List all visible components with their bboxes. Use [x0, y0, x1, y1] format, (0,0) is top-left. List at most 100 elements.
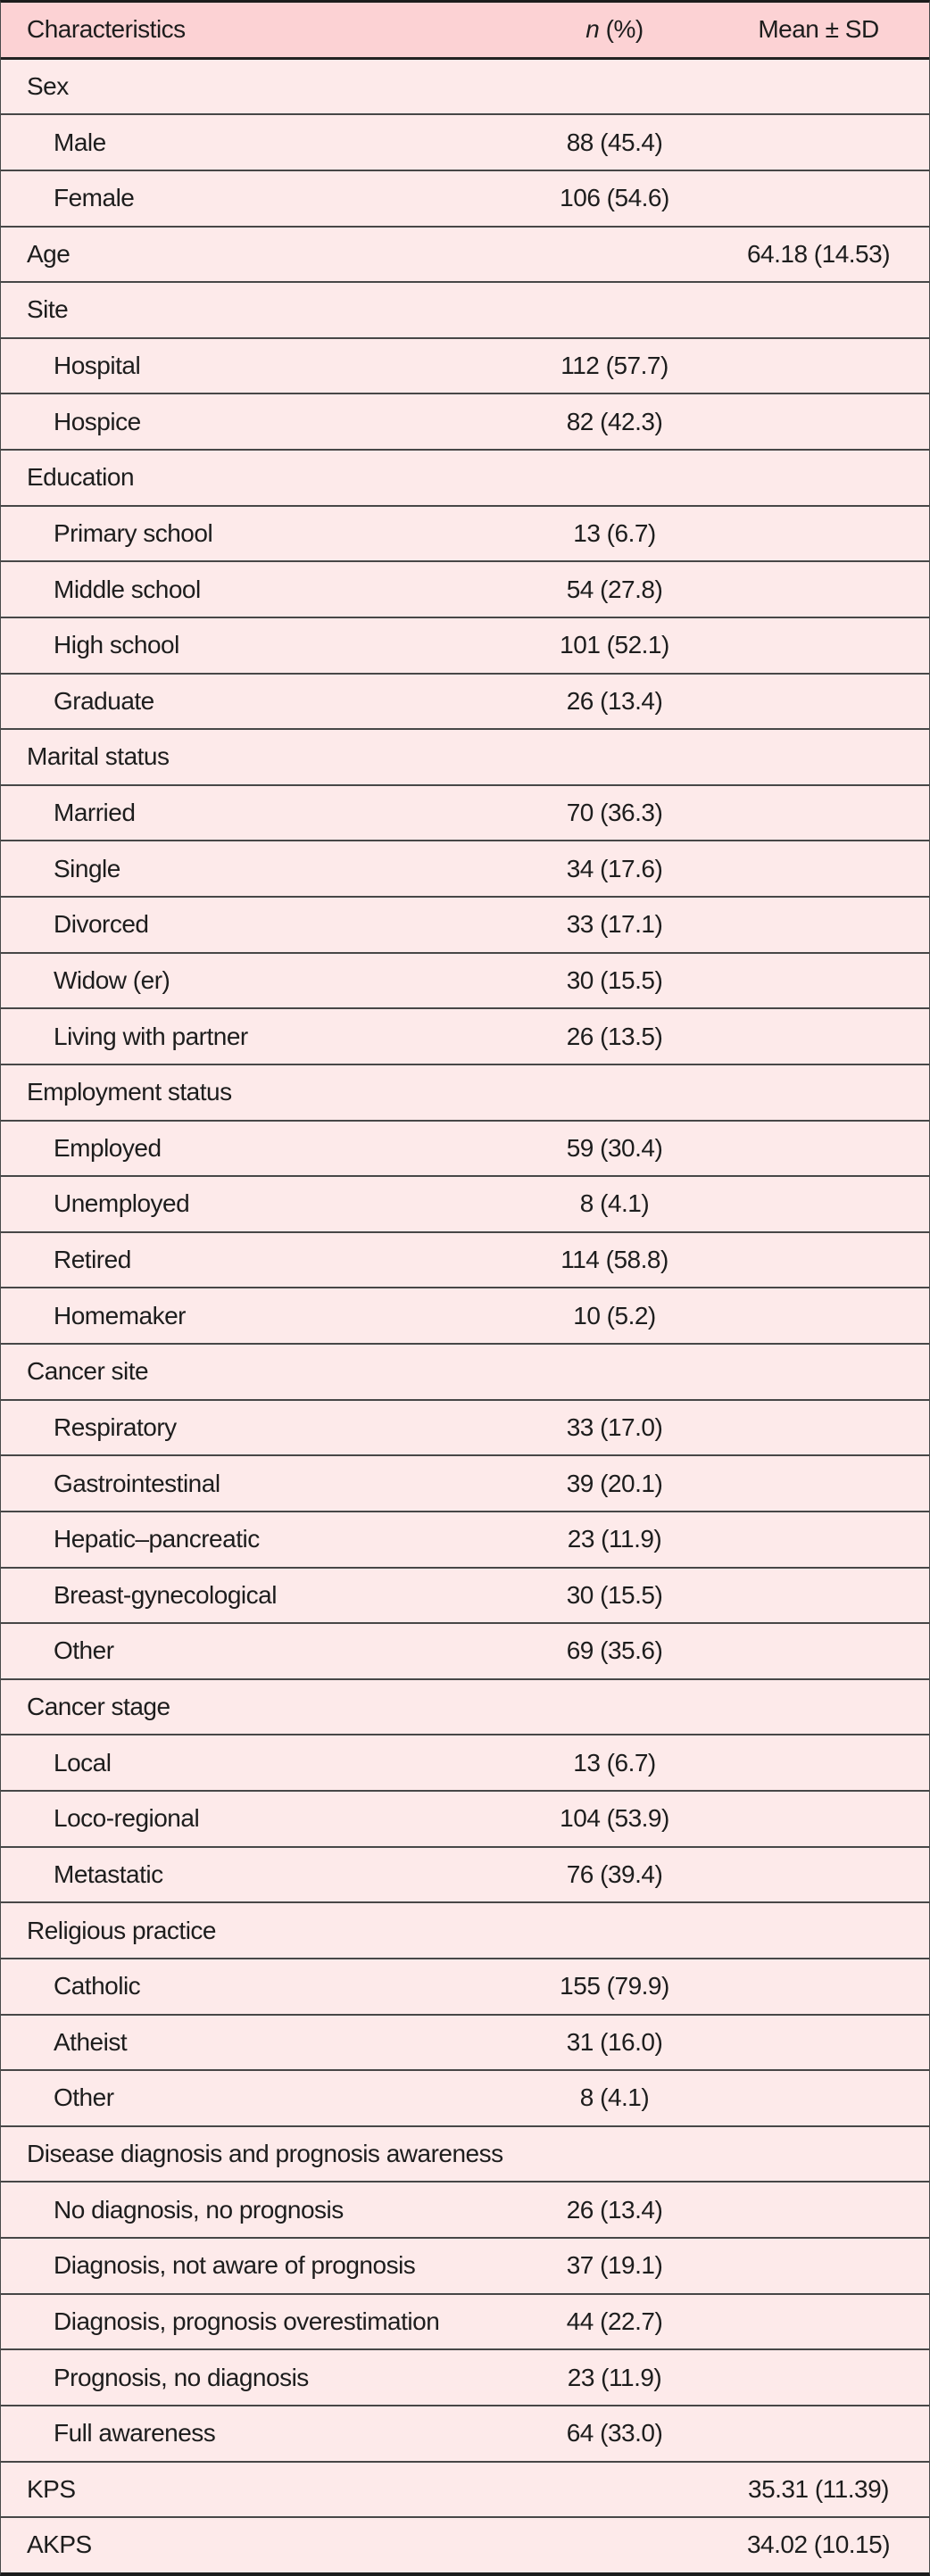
table-row: Other 69 (35.6)	[1, 1624, 929, 1680]
row-n-value: 34 (17.6)	[566, 854, 663, 882]
table-row: Respiratory 33 (17.0)	[1, 1400, 929, 1457]
row-n-value: 82 (42.3)	[566, 407, 663, 435]
table-row: Hepatic–pancreatic 23 (11.9)	[1, 1512, 929, 1569]
row-label: Retired	[54, 1246, 131, 1274]
table-row: Religious practice	[1, 1903, 929, 1959]
row-mean-value: 34.02 (10.15)	[746, 2530, 891, 2559]
row-label: Single	[54, 854, 120, 882]
row-n-value: 76 (39.4)	[566, 1860, 663, 1888]
row-n-value: 101 (52.1)	[560, 631, 669, 659]
table-row: Homemaker 10 (5.2)	[1, 1288, 929, 1345]
row-n-value: 26 (13.5)	[566, 1022, 663, 1050]
table-row: Loco-regional 104 (53.9)	[1, 1792, 929, 1848]
n-italic-label: n	[585, 15, 600, 44]
row-label: Disease diagnosis and prognosis awarenes…	[27, 2140, 503, 2168]
row-label: Gastrointestinal	[54, 1469, 220, 1497]
row-label: Male	[54, 128, 106, 156]
row-n-value: 33 (17.1)	[566, 910, 663, 939]
table-row: High school 101 (52.1)	[1, 617, 929, 675]
row-label: Hospice	[54, 407, 141, 435]
row-n-value: 112 (57.7)	[560, 352, 668, 380]
table-row: Metastatic 76 (39.4)	[1, 1847, 929, 1904]
row-label: Divorced	[54, 910, 149, 939]
row-n-value: 88 (45.4)	[566, 128, 663, 156]
row-n-value: 13 (6.7)	[573, 518, 656, 547]
row-label: Married	[54, 799, 136, 827]
row-label: Prognosis, no diagnosis	[54, 2363, 309, 2391]
table-header-row: Characteristics n (%) Mean ± SD	[1, 3, 929, 60]
table-row: Living with partner 26 (13.5)	[1, 1009, 929, 1065]
table-row: Breast-gynecological 30 (15.5)	[1, 1568, 929, 1625]
table-row: Graduate 26 (13.4)	[1, 674, 929, 731]
row-label: Middle school	[54, 575, 201, 603]
row-label: Education	[27, 463, 135, 492]
table-row: Other 8 (4.1)	[1, 2071, 929, 2127]
row-label: Site	[27, 295, 69, 324]
row-n-value: 33 (17.0)	[566, 1412, 663, 1441]
table-row: Cancer site	[1, 1345, 929, 1401]
row-label: Primary school	[54, 518, 213, 547]
table-row: Widow (er) 30 (15.5)	[1, 953, 929, 1010]
row-label: Atheist	[54, 2027, 128, 2056]
row-mean-value: 64.18 (14.53)	[746, 239, 891, 268]
row-label: Loco-regional	[54, 1804, 200, 1833]
row-label: Local	[54, 1748, 112, 1777]
column-header-n-percent: n (%)	[521, 15, 708, 44]
row-n-value: 39 (20.1)	[566, 1469, 663, 1497]
row-label: Religious practice	[27, 1916, 217, 1944]
row-label: Other	[54, 2083, 114, 2112]
row-label: Breast-gynecological	[54, 1580, 277, 1609]
row-label: No diagnosis, no prognosis	[54, 2195, 344, 2224]
table-row: KPS 35.31 (11.39)	[1, 2462, 929, 2519]
row-label: Diagnosis, not aware of prognosis	[54, 2251, 416, 2280]
column-header-characteristics: Characteristics	[27, 15, 186, 44]
row-label: Cancer stage	[27, 1693, 170, 1721]
table-row: Diagnosis, not aware of prognosis 37 (19.…	[1, 2239, 929, 2295]
row-n-value: 54 (27.8)	[566, 575, 663, 603]
row-label: KPS	[27, 2474, 76, 2503]
row-n-value: 26 (13.4)	[566, 2195, 663, 2224]
table-row: Catholic 155 (79.9)	[1, 1959, 929, 2016]
row-n-value: 8 (4.1)	[579, 2083, 650, 2112]
row-n-value: 31 (16.0)	[566, 2027, 663, 2056]
row-label: Other	[54, 1636, 114, 1665]
table-row: Atheist 31 (16.0)	[1, 2015, 929, 2072]
row-n-value: 106 (54.6)	[560, 184, 669, 212]
row-label: Graduate	[54, 686, 154, 715]
table-row: Hospice 82 (42.3)	[1, 394, 929, 451]
row-n-value: 23 (11.9)	[567, 1525, 662, 1553]
row-n-value: 70 (36.3)	[566, 799, 663, 827]
row-label: Metastatic	[54, 1860, 163, 1888]
row-label: Living with partner	[54, 1022, 248, 1050]
row-n-value: 104 (53.9)	[560, 1804, 669, 1833]
row-n-value: 10 (5.2)	[573, 1301, 656, 1329]
row-n-value: 44 (22.7)	[566, 2307, 663, 2335]
row-n-value: 23 (11.9)	[567, 2363, 662, 2391]
n-percent-suffix: (%)	[599, 15, 644, 44]
row-label: Full awareness	[54, 2419, 216, 2448]
row-label: Hepatic–pancreatic	[54, 1525, 260, 1553]
row-label: Employment status	[27, 1078, 232, 1106]
table-row: Primary school 13 (6.7)	[1, 506, 929, 563]
row-label: Diagnosis, prognosis overestimation	[54, 2307, 440, 2335]
row-label: Female	[54, 184, 135, 212]
row-label: Widow (er)	[54, 965, 170, 994]
table-row: Employment status	[1, 1064, 929, 1122]
table-row: Female 106 (54.6)	[1, 170, 929, 228]
table-row: Diagnosis, prognosis overestimation 44 (2…	[1, 2294, 929, 2351]
row-label: Age	[27, 239, 71, 268]
row-n-value: 30 (15.5)	[566, 1580, 663, 1609]
table-row: Education	[1, 451, 929, 507]
table-row: Full awareness 64 (33.0)	[1, 2406, 929, 2463]
row-n-value: 30 (15.5)	[566, 965, 663, 994]
table-row: Married 70 (36.3)	[1, 785, 929, 842]
table-row: Middle school 54 (27.8)	[1, 562, 929, 618]
table-row: Employed 59 (30.4)	[1, 1121, 929, 1178]
row-label: Hospital	[54, 352, 141, 380]
row-label: Cancer site	[27, 1357, 149, 1386]
row-label: AKPS	[27, 2530, 92, 2559]
row-n-value: 37 (19.1)	[566, 2251, 663, 2280]
row-n-value: 26 (13.4)	[566, 686, 663, 715]
table-row: Divorced 33 (17.1)	[1, 898, 929, 954]
table-row: Local 13 (6.7)	[1, 1735, 929, 1792]
